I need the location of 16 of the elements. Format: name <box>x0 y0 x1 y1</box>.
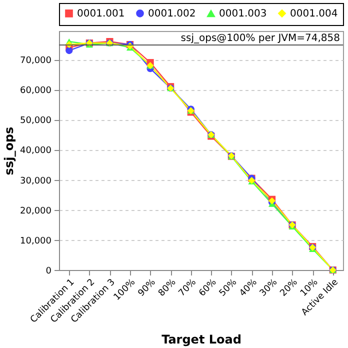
y-tick-label: 50,000 <box>20 116 52 126</box>
y-axis-title: ssj_ops <box>2 126 16 176</box>
y-tick-label: 20,000 <box>20 206 52 216</box>
point <box>66 47 73 54</box>
x-axis-title: Target Load <box>162 332 242 347</box>
y-tick-label: 60,000 <box>20 86 52 96</box>
y-tick-label: 70,000 <box>20 56 52 66</box>
ref-line-label: ssj_ops@100% per JVM=74,858 <box>180 32 340 44</box>
legend-label: 0001.004 <box>290 8 338 20</box>
y-tick-label: 40,000 <box>20 146 52 156</box>
legend-label: 0001.003 <box>219 8 267 20</box>
legend-label: 0001.001 <box>77 8 125 20</box>
y-tick-label: 30,000 <box>20 176 52 186</box>
legend-label: 0001.002 <box>148 8 196 20</box>
y-tick-label: 0 <box>46 266 52 276</box>
y-tick-label: 10,000 <box>20 236 52 246</box>
